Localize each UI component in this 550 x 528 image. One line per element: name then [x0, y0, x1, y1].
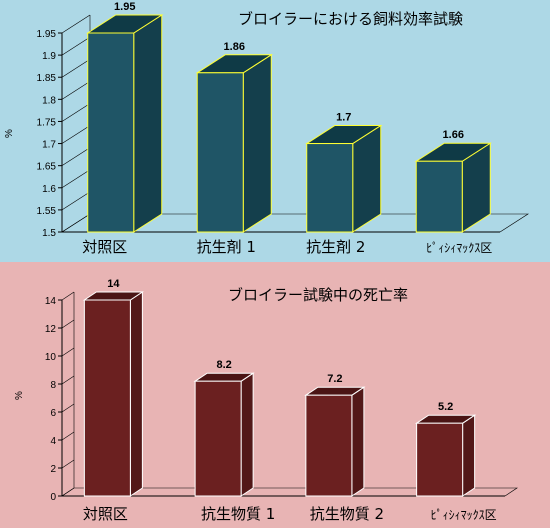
data-label: 1.66 [443, 129, 464, 141]
bar [306, 143, 354, 233]
axes: 0 2 4 6 8 10 12 14 [45, 291, 518, 503]
bar [415, 160, 463, 233]
y-tick-label: 1.65 [37, 162, 57, 173]
y-tick-slant [61, 169, 91, 189]
y-tick-label: 6 [50, 408, 56, 419]
y-tick-label: 1.5 [42, 228, 56, 239]
y-tick-slant [61, 431, 75, 441]
y-tick-slant [61, 213, 91, 233]
bar-side [242, 53, 272, 233]
feed-efficiency-chart-panel: ブロイラーにおける飼料効率試験 % 1.5 1.55 1.6 1.65 1.7 1.75 1… [0, 0, 550, 262]
y-tick-label: 1.55 [37, 206, 57, 217]
y-tick-slant [61, 103, 91, 122]
y-tick-label: 14 [45, 296, 57, 307]
data-label: 8.2 [216, 359, 231, 371]
axes: 1.5 1.55 1.6 1.65 1.7 1.75 1.8 1.85 1.9 1.95 [37, 14, 530, 239]
y-tick-label: 1.6 [42, 184, 56, 195]
y-tick-label: 12 [45, 324, 57, 335]
x-tick-label: 対照区 [82, 238, 127, 256]
data-label: 14 [107, 278, 120, 290]
x-tick-label: ﾋﾟｨｼｨﾏｯｸｽ区 [426, 241, 492, 255]
bar [194, 380, 242, 497]
y-tick-slant [61, 459, 75, 469]
y-tick-slant [61, 375, 75, 385]
y-tick-slant [61, 147, 91, 166]
y-tick-slant [61, 36, 91, 56]
y-tick-label: 4 [50, 436, 56, 447]
bar [416, 422, 464, 497]
bar-side [133, 14, 163, 233]
x-tick-label: ﾋﾟｨｼｨﾏｯｸｽ区 [431, 508, 497, 522]
data-label: 5.2 [438, 401, 453, 413]
mortality-chart-panel: ブロイラー試験中の死亡率 % 0 2 4 6 8 10 12 14 14 対照区 8.2 抗生物質 … [0, 262, 550, 528]
bar-side [352, 124, 382, 233]
x-tick-label: 抗生剤 1 [197, 238, 256, 256]
y-tick-slant [61, 319, 75, 329]
data-label: 1.7 [336, 112, 351, 124]
feed-efficiency-chart: ブロイラーにおける飼料効率試験 % 1.51.551.61.651.71.751… [0, 0, 550, 262]
y-tick-slant [61, 58, 91, 78]
bar [87, 32, 135, 233]
bar [83, 299, 131, 497]
data-label: 7.2 [327, 373, 342, 385]
y-tick-label: 8 [50, 380, 56, 391]
bar-side [240, 372, 254, 497]
y-tick-slant [61, 14, 91, 34]
y-axis-label: % [14, 391, 25, 400]
y-tick-slant [61, 403, 75, 413]
y-tick-label: 1.7 [42, 140, 56, 151]
bar-series: 1.95 対照区 1.86 抗生剤 1 1.7 抗生剤 2 1.66 ﾋﾟｨｼｨﾏｯｸｽ区 [82, 1, 492, 256]
y-tick-label: 1.9 [42, 51, 56, 62]
y-tick-slant [61, 81, 91, 100]
x-tick-label: 抗生物質 2 [310, 505, 384, 523]
bar-side [351, 386, 365, 497]
y-tick-slant [61, 191, 91, 211]
y-tick-label: 1.85 [37, 73, 57, 84]
y-tick-label: 1.75 [37, 117, 57, 128]
y-tick-slant [61, 487, 75, 497]
bar-series: 14 対照区 8.2 抗生物質 1 7.2 抗生物質 2 5.2 ﾋﾟｨｼｨﾏｯｸｽ区 [82, 278, 497, 523]
y-tick-label: 1.95 [37, 29, 57, 40]
chart-title: ブロイラー試験中の死亡率 [228, 286, 408, 304]
y-tick-label: 0 [50, 492, 56, 503]
y-axis-label: % [4, 129, 15, 138]
y-tick-slant [61, 291, 75, 301]
y-tick-label: 1.8 [42, 95, 56, 106]
bar [305, 394, 353, 497]
bar-side [462, 414, 476, 497]
bar-side [129, 291, 143, 497]
y-tick-label: 10 [45, 352, 57, 363]
bar [196, 72, 244, 233]
x-tick-label: 抗生剤 2 [306, 238, 365, 256]
chart-title: ブロイラーにおける飼料効率試験 [238, 10, 463, 28]
x-tick-label: 対照区 [83, 505, 128, 523]
data-label: 1.86 [224, 41, 245, 53]
x-tick-label: 抗生物質 1 [201, 505, 275, 523]
mortality-chart: ブロイラー試験中の死亡率 % 0 2 4 6 8 10 12 14 14 対照区 8.2 抗生物質 … [0, 262, 550, 528]
data-label: 1.95 [114, 1, 135, 13]
y-tick-label: 2 [50, 464, 56, 475]
y-tick-slant [61, 347, 75, 357]
y-tick-slant [61, 125, 91, 144]
